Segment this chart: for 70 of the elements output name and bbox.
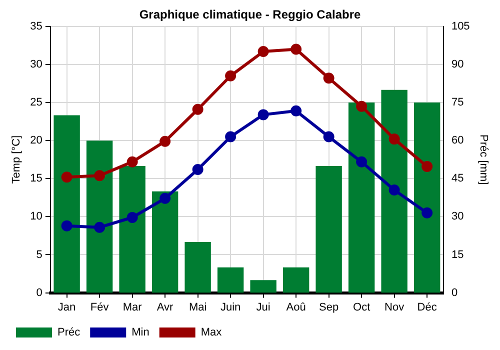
point bbox=[388, 184, 400, 196]
point bbox=[388, 134, 400, 145]
y2-tick-label: 45 bbox=[451, 172, 464, 185]
x-tick-label: Avr bbox=[156, 301, 174, 314]
point bbox=[290, 105, 302, 116]
bar bbox=[316, 166, 342, 293]
point bbox=[323, 131, 334, 142]
bar bbox=[282, 267, 310, 293]
point bbox=[94, 170, 106, 182]
x-tick-label: Aoû bbox=[286, 301, 306, 314]
point bbox=[192, 104, 204, 115]
y-tick-label: 10 bbox=[30, 210, 42, 223]
bar bbox=[152, 191, 178, 293]
x-tick-label: Fév bbox=[90, 301, 110, 314]
legend-label: Préc bbox=[58, 326, 81, 339]
x-tick-label: Jan bbox=[58, 301, 76, 314]
point bbox=[422, 160, 433, 172]
x-tick-label: Sep bbox=[319, 301, 339, 314]
bar bbox=[414, 102, 440, 293]
point bbox=[225, 131, 236, 142]
y2-tick-label: 30 bbox=[451, 210, 464, 223]
x-tick-label: Nov bbox=[384, 301, 405, 314]
x-tick-label: Mar bbox=[122, 301, 142, 314]
bar bbox=[381, 90, 408, 293]
point bbox=[258, 46, 269, 58]
y-tick-label: 0 bbox=[36, 286, 42, 299]
y-tick-label: 5 bbox=[36, 248, 42, 261]
x-tick-label: Mai bbox=[188, 301, 207, 314]
legend-label: Max bbox=[200, 326, 222, 339]
chart-title: Graphique climatique - Reggio Calabre bbox=[139, 8, 362, 22]
bar bbox=[119, 166, 146, 293]
bar bbox=[217, 267, 244, 293]
legend-label: Min bbox=[132, 326, 150, 339]
y-tick-label: 25 bbox=[30, 96, 42, 109]
y2-tick-label: 0 bbox=[451, 286, 458, 299]
point bbox=[356, 156, 368, 168]
point bbox=[126, 212, 138, 223]
point bbox=[160, 192, 171, 204]
y2-tick-label: 105 bbox=[451, 20, 470, 32]
point bbox=[94, 222, 106, 233]
y2-tick-label: 60 bbox=[451, 134, 464, 147]
bar bbox=[184, 242, 211, 293]
x-tick-label: Oct bbox=[353, 301, 370, 314]
point bbox=[258, 109, 269, 120]
point bbox=[192, 164, 204, 175]
y2-tick-label: 75 bbox=[451, 96, 464, 109]
point bbox=[323, 72, 334, 84]
bar bbox=[86, 140, 113, 293]
x-tick-label: Jui bbox=[256, 301, 270, 314]
y-tick-label: 15 bbox=[30, 172, 42, 185]
point bbox=[160, 136, 171, 147]
point bbox=[61, 220, 72, 232]
y2-tick-label: 15 bbox=[451, 248, 464, 261]
point bbox=[126, 156, 138, 168]
point bbox=[356, 100, 368, 112]
y-tick-label: 20 bbox=[30, 134, 42, 147]
y-tick-label: 35 bbox=[30, 20, 42, 32]
x-tick-label: Déc bbox=[417, 301, 438, 314]
x-tick-label: Juin bbox=[220, 301, 241, 314]
y2-axis-title: Préc [mm] bbox=[477, 134, 490, 185]
y-axis-title: Temp [°C] bbox=[10, 135, 23, 184]
bar bbox=[348, 102, 375, 293]
y-tick-label: 30 bbox=[30, 58, 42, 70]
point bbox=[225, 70, 236, 82]
bar bbox=[54, 115, 80, 293]
point bbox=[290, 44, 302, 55]
point bbox=[61, 172, 72, 183]
point bbox=[422, 207, 433, 218]
bar bbox=[250, 280, 276, 293]
y2-tick-label: 90 bbox=[451, 58, 464, 70]
